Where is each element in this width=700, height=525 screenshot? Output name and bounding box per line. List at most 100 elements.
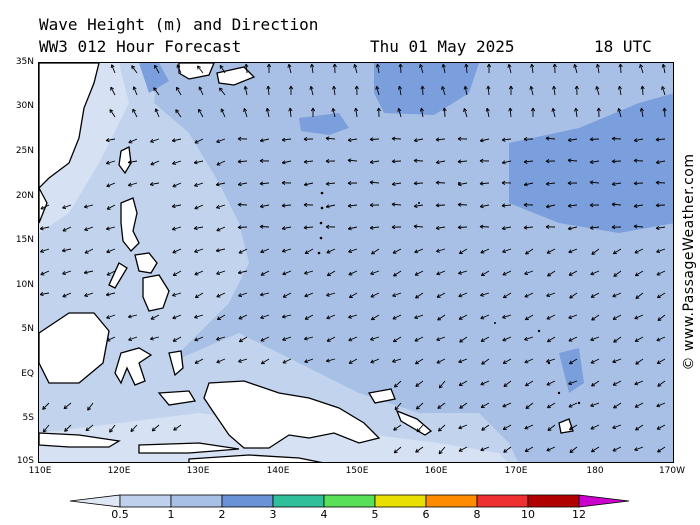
wave-arrow	[150, 182, 160, 186]
wave-arrow-head	[458, 270, 462, 274]
wave-arrow-head	[304, 359, 308, 363]
wave-arrow-head	[392, 361, 396, 363]
wave-arrow-head	[501, 160, 506, 164]
wave-arrow	[437, 314, 446, 321]
wave-arrow	[106, 182, 116, 187]
color-scale-swatch	[425, 494, 478, 508]
wave-arrow-head	[569, 451, 574, 453]
wave-arrow-head	[42, 405, 45, 410]
wave-arrow-head	[237, 227, 242, 230]
lon-label: 160E	[424, 466, 448, 476]
wave-arrow-head	[260, 206, 264, 209]
wave-arrow-head	[281, 203, 286, 207]
wave-arrow-head	[487, 85, 491, 90]
wave-arrow-head	[419, 64, 424, 68]
wave-arrow-head	[215, 248, 220, 252]
color-scale-label: 2	[218, 508, 226, 521]
wave-arrow	[325, 137, 336, 140]
wave-arrow-head	[501, 137, 506, 141]
wave-arrow	[634, 248, 644, 254]
wave-arrow-head	[398, 107, 402, 112]
color-scale-min-arrow	[69, 494, 121, 508]
wave-arrow-head	[237, 204, 242, 207]
wave-arrow-head	[436, 248, 440, 252]
wave-arrow-head	[194, 182, 198, 187]
wave-arrow	[663, 107, 666, 118]
wave-arrow	[260, 270, 270, 276]
color-scale-swatch	[272, 494, 325, 508]
wave-arrow-head	[590, 403, 594, 407]
wave-arrow	[303, 226, 314, 229]
wave-arrow-head	[435, 227, 440, 231]
wave-arrow	[84, 226, 94, 231]
wave-arrow-head	[546, 206, 550, 209]
wave-arrow-head	[392, 338, 396, 342]
wave-arrow-head	[553, 85, 557, 90]
wave-arrow-head	[634, 140, 638, 143]
wave-arrow-head	[457, 161, 462, 164]
wave-arrow	[354, 64, 358, 74]
wave-arrow-head	[479, 181, 484, 185]
wave-arrow-head	[370, 271, 374, 275]
wave-arrow-head	[503, 383, 506, 387]
wave-arrow	[348, 248, 358, 253]
wave-arrow-head	[172, 183, 176, 187]
wave-arrow-head	[503, 448, 506, 453]
wave-arrow-head	[309, 86, 312, 90]
wave-arrow	[172, 292, 182, 296]
wave-arrow-head	[656, 251, 661, 254]
wave-arrow-head	[575, 107, 579, 112]
color-scale-label: 5	[371, 508, 379, 521]
wave-arrow-head	[501, 203, 506, 207]
wave-arrow	[568, 314, 578, 319]
wave-arrow-head	[502, 337, 506, 341]
wave-arrow	[348, 226, 358, 230]
wave-arrow-head	[546, 315, 550, 320]
wave-arrow	[106, 138, 116, 142]
wave-arrow-head	[480, 338, 484, 342]
wave-arrow	[612, 380, 622, 386]
wave-arrow	[219, 65, 226, 74]
land-solomons	[395, 409, 433, 436]
wave-arrow	[64, 424, 72, 432]
wave-arrow-head	[458, 250, 462, 254]
wave-arrow	[106, 248, 116, 253]
wave-arrow	[591, 248, 600, 255]
wave-arrow	[304, 182, 314, 186]
wave-arrow-head	[419, 107, 422, 112]
wave-arrow-head	[441, 86, 443, 90]
wave-arrow-head	[458, 293, 462, 297]
wave-arrow-head	[502, 249, 506, 253]
wave-arrow-head	[634, 272, 638, 276]
wave-arrow-head	[507, 64, 510, 68]
wave-arrow	[370, 226, 380, 229]
wave-arrow-head	[150, 141, 154, 143]
wave-arrow	[633, 182, 644, 184]
wave-arrow	[370, 336, 380, 341]
wave-arrow	[508, 64, 512, 74]
wave-arrow-head	[444, 107, 447, 112]
wave-arrow-head	[438, 384, 441, 389]
color-scale-label: 8	[473, 508, 481, 521]
wave-arrow-head	[288, 63, 292, 68]
wave-arrow-head	[547, 429, 552, 431]
wave-arrow-head	[416, 428, 419, 432]
wave-arrow	[457, 204, 468, 206]
wave-arrow-head	[369, 180, 374, 183]
wave-arrow	[612, 358, 622, 363]
wave-arrow	[415, 292, 424, 299]
wave-arrow	[194, 314, 204, 319]
wave-arrow-head	[464, 85, 468, 90]
wave-arrow-head	[589, 225, 594, 229]
wave-arrow	[84, 292, 94, 297]
wave-arrow-head	[194, 317, 198, 319]
wave-arrow-head	[194, 337, 198, 341]
wave-arrow-head	[525, 250, 528, 255]
wave-arrow-head	[62, 227, 66, 232]
wave-arrow	[172, 160, 182, 165]
wave-arrow	[348, 336, 358, 341]
wave-arrow-head	[149, 182, 154, 185]
wave-arrow-head	[175, 109, 177, 114]
wave-arrow-head	[393, 449, 396, 454]
land-borneo	[39, 312, 110, 384]
